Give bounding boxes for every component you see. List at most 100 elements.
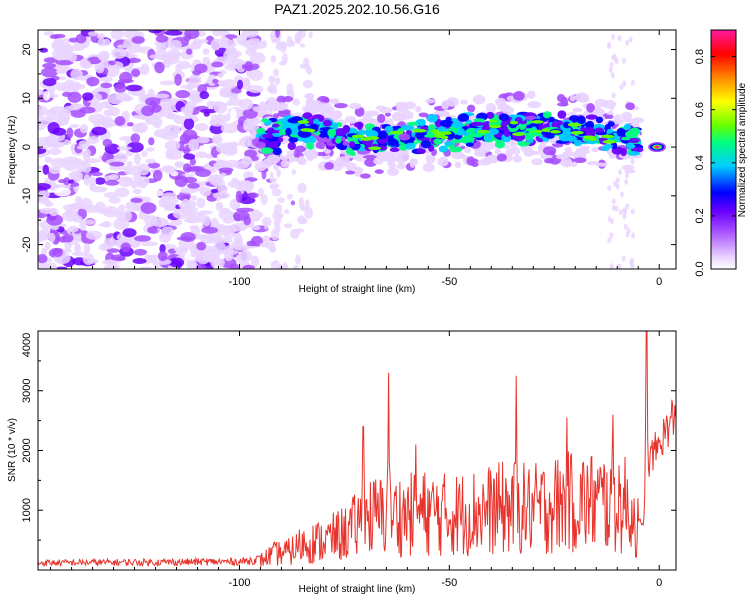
spectrogram-blob (353, 122, 364, 128)
spectrogram-blob (43, 90, 51, 101)
spectrogram-blob (414, 131, 426, 139)
spectrogram-blob (110, 254, 126, 261)
spectrogram-blob (349, 102, 362, 110)
spectrogram-blob (272, 147, 282, 156)
spectrogram-blob (270, 261, 276, 269)
spectrogram-blob (444, 141, 454, 147)
spectrogram-blob (99, 76, 113, 83)
spectrogram-blob (90, 172, 103, 177)
spectrogram-blob (258, 212, 264, 218)
spectrogram-blob (586, 102, 595, 113)
spectrogram-blob (595, 116, 604, 124)
spectrogram-blob (102, 138, 113, 148)
spectrogram-blob (47, 122, 60, 134)
y-tick-label: 3000 (21, 379, 33, 403)
spectrogram-blob (260, 147, 273, 154)
spectrogram-blob (225, 101, 233, 107)
spectrogram-blob (243, 215, 251, 226)
spectrogram-blob (613, 180, 618, 187)
spectrogram-blob (104, 179, 120, 186)
spectrogram-blob (249, 130, 257, 140)
spectrogram-blob (622, 80, 627, 87)
spectrogram-blob (198, 39, 209, 44)
spectrogram-blob (172, 185, 181, 196)
spectrogram-blob (44, 241, 51, 251)
spectrogram-blob (457, 113, 470, 122)
spectrogram-blob (39, 207, 56, 215)
spectrogram-blob (103, 109, 113, 117)
spectrogram-blob (630, 147, 644, 153)
spectrogram-blob (153, 258, 172, 266)
spectrogram-blob (38, 137, 56, 142)
spectrogram-blob (38, 123, 46, 131)
spectrogram-blob (132, 258, 147, 265)
spectrogram-blob (424, 99, 436, 104)
spectrogram-blob (40, 265, 52, 269)
x-tick-label: -100 (228, 276, 250, 288)
spectrogram-blob (488, 124, 502, 129)
spectrogram-blob (531, 120, 544, 124)
spectrogram-blob (354, 106, 365, 117)
spectrogram-blob (484, 133, 492, 142)
spectrogram-blob (276, 212, 284, 219)
spectrogram-blob (75, 33, 87, 44)
spectrogram-blob (217, 184, 228, 195)
spectrogram-blob (170, 219, 183, 227)
spectrogram-blob (44, 156, 53, 163)
spectrogram-blob (396, 163, 407, 170)
spectrogram-blob (216, 258, 225, 268)
spectrogram-blob (630, 257, 635, 264)
spectrogram-blob (273, 204, 283, 214)
spectrogram-blob (438, 110, 450, 117)
spectrogram-blob (82, 253, 95, 265)
spectrogram-blob (272, 113, 280, 119)
spectrogram-blob (160, 106, 173, 118)
spectrogram-blob (614, 205, 619, 212)
spectrogram-blob (182, 129, 198, 142)
spectrogram-blob (183, 153, 196, 160)
spectrogram-blob (42, 164, 50, 175)
spectrogram-blob (272, 123, 280, 128)
x-tick-label: -100 (228, 577, 250, 589)
spectrogram-blob (251, 225, 261, 231)
spectrogram-blob (72, 171, 82, 183)
spectrogram-blob (378, 145, 388, 151)
spectrogram-blob (97, 38, 106, 47)
spectrogram-blob (68, 45, 82, 52)
spectrogram-blob (621, 136, 631, 141)
colorbar-label: Normalized spectral amplitude (737, 82, 748, 217)
spectrogram-blob (172, 208, 189, 219)
spectrogram-blob (527, 90, 536, 100)
spectrogram-blob (62, 156, 79, 165)
spectrogram-blob (79, 106, 96, 114)
spectrogram-blob (216, 237, 233, 244)
spectrogram-blob (438, 145, 448, 153)
spectrogram-blob (453, 134, 463, 140)
spectrogram-blob (130, 133, 141, 144)
spectrogram-blob (266, 127, 275, 136)
spectrogram-blob (221, 39, 237, 49)
spectrogram-blob (614, 58, 619, 65)
spectrogram-blob (426, 114, 439, 123)
spectrogram-blob (624, 172, 629, 179)
spectrogram-blob (97, 209, 115, 215)
spectrogram-blob (302, 112, 313, 119)
spectrogram-blob (368, 146, 382, 151)
spectrogram-blob (628, 151, 640, 156)
spectrogram-blob (412, 128, 427, 133)
spectrogram-blob (611, 33, 616, 40)
x-tick-label: -50 (441, 577, 457, 589)
spectrogram-blob (109, 161, 125, 167)
spectrogram-blob (138, 266, 154, 269)
spectrogram-blob (106, 248, 120, 253)
spectrogram-blob (541, 128, 551, 132)
spectrogram-blob (594, 98, 608, 108)
spectrogram-blob (382, 155, 393, 160)
spectrogram-blob (306, 142, 315, 150)
spectrogram-blob (242, 264, 255, 269)
spectrogram-blob (119, 101, 130, 111)
spectrogram-blob (70, 182, 80, 187)
spectrogram-blob (620, 147, 627, 157)
y-tick-label: -20 (21, 237, 33, 253)
spectrogram-blob (134, 240, 141, 247)
